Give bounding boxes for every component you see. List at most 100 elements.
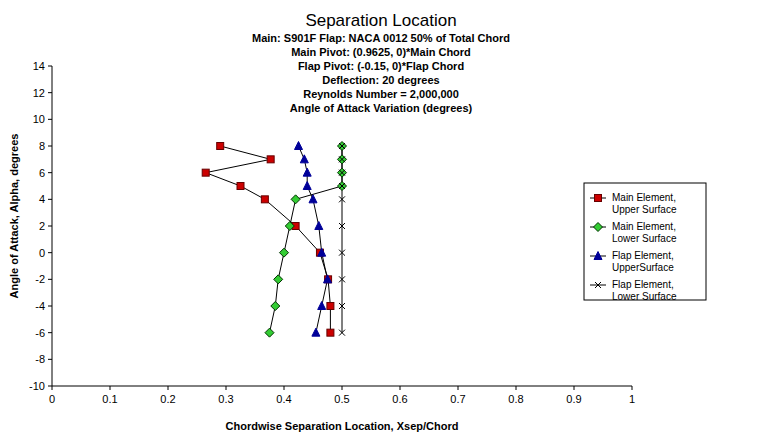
y-tick [48,66,52,67]
x-tick [110,386,111,390]
legend-label: Flap Element, Lower Surface [612,279,700,303]
y-tick-label: 6 [39,167,45,179]
point [339,303,345,309]
point [338,155,347,164]
point [339,330,345,336]
x-tick-label: 0.4 [276,393,291,405]
y-tick [48,359,52,360]
point [339,276,345,282]
point [300,155,308,163]
x-tick [574,386,575,390]
point [265,328,274,337]
y-tick-label: 10 [33,113,45,125]
legend-label: Main Element, Upper Surface [612,192,700,216]
y-tick [48,119,52,120]
x-tick-label: 0.1 [102,393,117,405]
x-tick-label: 0.6 [392,393,407,405]
y-tick [48,226,52,227]
x-tick-label: 0.2 [160,393,175,405]
y-tick-label: 14 [33,60,45,72]
series-line [206,146,331,333]
point [318,302,326,310]
x-tick [458,386,459,390]
y-tick [48,146,52,147]
legend-marker [594,252,602,260]
legend-label: Main Element, Lower Surface [612,221,700,245]
y-tick [48,92,52,93]
y-tick [48,172,52,173]
y-tick-label: 12 [33,87,45,99]
y-axis-label: Angle of Attack, Alpha, degrees [8,134,20,299]
point [339,223,345,229]
subtitle: Deflection: 20 degrees [322,74,439,86]
subtitle: Flap Pivot: (-0.15, 0)*Flap Chord [298,60,464,72]
subtitle: Reynolds Number = 2,000,000 [303,88,459,100]
y-tick-label: -6 [35,327,45,339]
point [295,142,303,150]
x-tick-label: 0.8 [508,393,523,405]
y-tick-label: -10 [29,380,45,392]
point [303,182,311,190]
y-tick-label: 2 [39,220,45,232]
title: Separation Location [305,11,456,30]
subtitle: Main Pivot: (0.9625, 0)*Main Chord [291,46,471,58]
y-tick [48,199,52,200]
point [267,156,274,163]
point [339,183,345,189]
point [338,142,347,151]
y-tick [48,279,52,280]
legend-marker [595,195,602,202]
x-tick-label: 0.3 [218,393,233,405]
point [202,169,209,176]
point [339,196,345,202]
x-tick [168,386,169,390]
point [324,275,332,283]
point [339,143,345,149]
y-tick [48,332,52,333]
point [271,302,280,311]
x-tick [52,386,53,390]
y-tick-label: -4 [35,300,45,312]
x-tick-label: 0.7 [450,393,465,405]
series-line [270,146,343,333]
series-line [299,146,328,333]
legend-marker [594,223,603,232]
y-tick-label: -2 [35,273,45,285]
x-tick-label: 0 [49,393,55,405]
x-tick [284,386,285,390]
x-tick-label: 0.5 [334,393,349,405]
point [315,222,323,230]
point [274,275,283,284]
point [237,183,244,190]
point [339,156,345,162]
subtitle: Main: S901F Flap: NACA 0012 50% of Total… [252,32,510,44]
point [339,170,345,176]
legend-marker [595,282,601,288]
y-tick [48,252,52,253]
point [339,250,345,256]
x-tick-label: 1 [629,393,635,405]
y-tick-label: 4 [39,193,45,205]
x-tick [632,386,633,390]
x-tick [516,386,517,390]
point [327,329,334,336]
point [217,143,224,150]
point [291,195,300,204]
subtitle: Angle of Attack Variation (degrees) [290,102,473,114]
y-tick [48,306,52,307]
point [338,182,347,191]
point [309,195,317,203]
y-tick-label: -8 [35,353,45,365]
point [261,196,268,203]
y-tick-label: 0 [39,247,45,259]
x-tick [342,386,343,390]
x-tick [400,386,401,390]
y-tick-label: 8 [39,140,45,152]
y-tick [48,386,52,387]
point [338,168,347,177]
x-tick-label: 0.9 [566,393,581,405]
point [303,168,311,176]
chart: Separation Location Main: S901F Flap: NAC… [0,0,762,440]
point [318,248,326,256]
point [285,222,294,231]
